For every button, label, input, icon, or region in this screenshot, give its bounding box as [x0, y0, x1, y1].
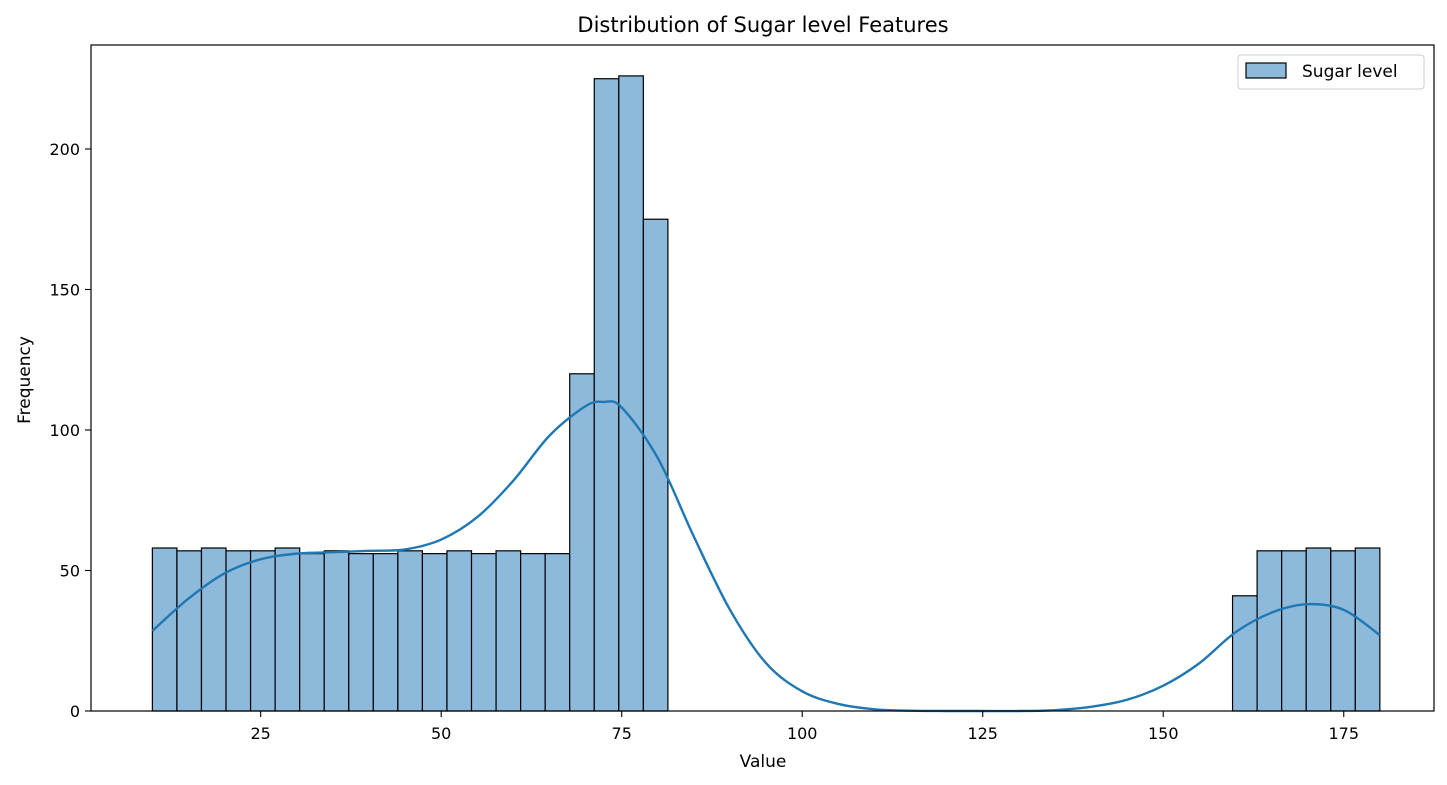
histogram-bar-10: [397, 550, 424, 712]
y-tick-label: 150: [49, 280, 80, 299]
histogram-bar-1: [176, 550, 203, 712]
histogram-bar-4: [249, 550, 276, 712]
histogram-bar-22: [1256, 550, 1283, 712]
histogram-bar-20: [642, 218, 669, 712]
histogram-bar-17: [569, 373, 595, 712]
y-axis-ticks: 0 50 100 150 200: [49, 140, 91, 721]
x-tick-label: 25: [251, 724, 271, 743]
histogram-bar-7: [323, 550, 350, 712]
histogram-bar-11: [421, 553, 448, 712]
legend-label: Sugar level: [1302, 62, 1398, 82]
histogram-bar-3: [225, 550, 252, 712]
histogram-bar-19: [618, 75, 644, 712]
y-tick-label: 100: [49, 421, 80, 440]
y-axis-label: Frequency: [15, 336, 35, 424]
y-tick-label: 200: [49, 140, 80, 159]
histogram-bar-6: [299, 553, 325, 712]
histogram-bar-14: [495, 550, 522, 712]
plot-frame: [90, 44, 1435, 712]
histogram-bar-9: [372, 553, 399, 712]
histogram-bar-15: [520, 553, 546, 712]
x-tick-label: 175: [1328, 724, 1359, 743]
histogram-bar-21: [1231, 595, 1258, 712]
histogram-bar-18: [593, 78, 620, 712]
histogram-bar-12: [446, 550, 473, 712]
legend-swatch: [1245, 62, 1287, 79]
histogram-bar-0: [151, 547, 178, 712]
x-tick-label: 50: [431, 724, 451, 743]
histogram-bar-5: [274, 547, 301, 712]
histogram-bar-16: [544, 553, 571, 712]
histogram-bar-2: [200, 547, 227, 712]
x-tick-label: 75: [612, 724, 632, 743]
x-axis-label: Value: [740, 752, 787, 772]
x-tick-label: 150: [1148, 724, 1179, 743]
histogram-bar-26: [1354, 547, 1381, 712]
chart-title: Distribution of Sugar level Features: [577, 13, 948, 37]
histogram-bar-25: [1330, 550, 1356, 712]
y-tick-label: 0: [70, 702, 80, 721]
histogram-bar-24: [1305, 547, 1332, 712]
histogram-bar-13: [470, 553, 497, 712]
y-tick-label: 50: [60, 561, 80, 580]
legend: Sugar level: [1237, 54, 1425, 90]
x-axis-ticks: 25 50 75 100 125 150 175: [251, 711, 1359, 743]
x-tick-label: 100: [787, 724, 818, 743]
kde-curve: [151, 400, 1381, 713]
histogram-bar-23: [1281, 550, 1307, 712]
histogram-bars: [151, 75, 1381, 712]
histogram-bar-8: [348, 553, 374, 712]
x-tick-label: 125: [967, 724, 998, 743]
